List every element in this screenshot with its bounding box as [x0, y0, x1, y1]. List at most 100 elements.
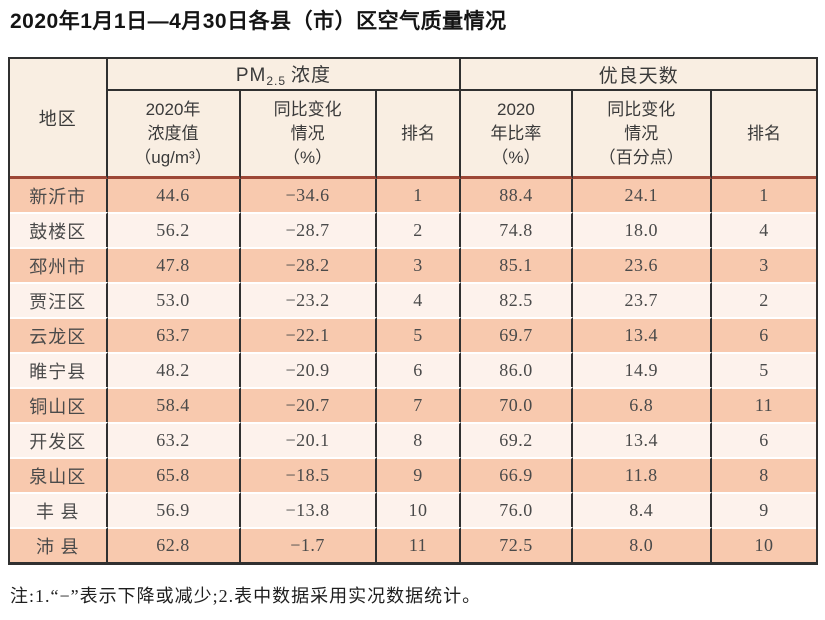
- table-row: 泉山区 65.8 −18.5 9 66.9 11.8 8: [10, 457, 816, 493]
- column-header-pm-rank: 排名: [376, 91, 462, 180]
- column-header-pm-value: 2020年 浓度值 （ug/m³）: [107, 91, 241, 180]
- table-row: 新沂市 44.6 −34.6 1 88.4 24.1 1: [10, 179, 816, 213]
- table-row: 丰 县 56.9 −13.8 10 76.0 8.4 9: [10, 492, 816, 528]
- cell-pm-rank: 2: [376, 212, 462, 248]
- column-header-pm-change: 同比变化 情况 （%）: [240, 91, 377, 180]
- cell-pm-change: −23.2: [240, 282, 377, 318]
- cell-pm-change: −28.2: [240, 247, 377, 283]
- cell-days-rank: 6: [711, 422, 816, 458]
- cell-pm-rank: 6: [376, 352, 462, 388]
- cell-pm-value: 48.2: [107, 352, 241, 388]
- cell-days-rank: 2: [711, 282, 816, 318]
- cell-pm-value: 53.0: [107, 282, 241, 318]
- cell-pm-value: 44.6: [107, 179, 241, 213]
- cell-days-change: 18.0: [572, 212, 712, 248]
- page-title: 2020年1月1日—4月30日各县（市）区空气质量情况: [10, 10, 507, 33]
- cell-pm-value: 47.8: [107, 247, 241, 283]
- air-quality-table: 地区 PM2.5 浓度 优良天数 2020年 浓度值 （ug/m³） 同比变化 情…: [8, 57, 818, 566]
- cell-days-rank: 11: [711, 387, 816, 423]
- cell-days-change: 8.4: [572, 492, 712, 528]
- cell-pm-value: 58.4: [107, 387, 241, 423]
- table-row: 邳州市 47.8 −28.2 3 85.1 23.6 3: [10, 247, 816, 283]
- cell-days-rate: 85.1: [461, 247, 573, 283]
- cell-days-rank: 10: [711, 527, 816, 563]
- cell-region: 邳州市: [10, 247, 108, 283]
- cell-pm-change: −20.1: [240, 422, 377, 458]
- cell-pm-value: 56.9: [107, 492, 241, 528]
- cell-days-change: 23.7: [572, 282, 712, 318]
- cell-days-rank: 3: [711, 247, 816, 283]
- column-group-good-days: 优良天数: [461, 59, 816, 91]
- cell-pm-value: 63.7: [107, 317, 241, 353]
- cell-pm-rank: 4: [376, 282, 462, 318]
- cell-pm-change: −1.7: [240, 527, 377, 563]
- cell-days-change: 6.8: [572, 387, 712, 423]
- cell-days-rank: 1: [711, 179, 816, 213]
- cell-pm-rank: 9: [376, 457, 462, 493]
- table-body: 新沂市 44.6 −34.6 1 88.4 24.1 1 鼓楼区 56.2 −2…: [10, 179, 816, 563]
- cell-days-change: 23.6: [572, 247, 712, 283]
- cell-region: 睢宁县: [10, 352, 108, 388]
- cell-pm-rank: 1: [376, 179, 462, 213]
- table-row: 开发区 63.2 −20.1 8 69.2 13.4 6: [10, 422, 816, 458]
- cell-region: 泉山区: [10, 457, 108, 493]
- cell-region: 贾汪区: [10, 282, 108, 318]
- cell-days-change: 24.1: [572, 179, 712, 213]
- cell-pm-value: 65.8: [107, 457, 241, 493]
- cell-days-rate: 69.7: [461, 317, 573, 353]
- cell-days-rate: 74.8: [461, 212, 573, 248]
- cell-region: 丰 县: [10, 492, 108, 528]
- table-row: 睢宁县 48.2 −20.9 6 86.0 14.9 5: [10, 352, 816, 388]
- header-sub-row: 2020年 浓度值 （ug/m³） 同比变化 情况 （%） 排名 2020 年比…: [10, 91, 816, 180]
- cell-pm-change: −20.9: [240, 352, 377, 388]
- cell-days-change: 8.0: [572, 527, 712, 563]
- table-row: 鼓楼区 56.2 −28.7 2 74.8 18.0 4: [10, 212, 816, 248]
- cell-days-rank: 4: [711, 212, 816, 248]
- cell-days-rate: 70.0: [461, 387, 573, 423]
- cell-pm-value: 56.2: [107, 212, 241, 248]
- cell-pm-change: −22.1: [240, 317, 377, 353]
- cell-days-rank: 5: [711, 352, 816, 388]
- cell-days-rate: 86.0: [461, 352, 573, 388]
- cell-pm-rank: 10: [376, 492, 462, 528]
- cell-pm-rank: 7: [376, 387, 462, 423]
- column-header-days-change: 同比变化 情况 （百分点）: [572, 91, 712, 180]
- table-row: 云龙区 63.7 −22.1 5 69.7 13.4 6: [10, 317, 816, 353]
- cell-days-change: 14.9: [572, 352, 712, 388]
- cell-days-rate: 72.5: [461, 527, 573, 563]
- cell-region: 鼓楼区: [10, 212, 108, 248]
- cell-days-rate: 88.4: [461, 179, 573, 213]
- cell-days-rank: 6: [711, 317, 816, 353]
- column-header-days-rate: 2020 年比率 （%）: [461, 91, 573, 180]
- footnote: 注:1.“−”表示下降或减少;2.表中数据采用实况数据统计。: [10, 586, 482, 607]
- cell-days-rank: 8: [711, 457, 816, 493]
- column-group-pm25: PM2.5 浓度: [107, 59, 462, 91]
- cell-pm-value: 63.2: [107, 422, 241, 458]
- cell-pm-rank: 8: [376, 422, 462, 458]
- cell-days-rate: 76.0: [461, 492, 573, 528]
- cell-days-change: 11.8: [572, 457, 712, 493]
- cell-days-rank: 9: [711, 492, 816, 528]
- cell-region: 沛 县: [10, 527, 108, 563]
- cell-pm-value: 62.8: [107, 527, 241, 563]
- cell-region: 新沂市: [10, 179, 108, 213]
- cell-days-change: 13.4: [572, 317, 712, 353]
- cell-pm-change: −18.5: [240, 457, 377, 493]
- header-group-row: 地区 PM2.5 浓度 优良天数: [10, 59, 816, 180]
- cell-pm-change: −28.7: [240, 212, 377, 248]
- column-header-days-rank: 排名: [711, 91, 816, 180]
- cell-days-change: 13.4: [572, 422, 712, 458]
- cell-region: 云龙区: [10, 317, 108, 353]
- pm25-label-subscript: 2.5: [266, 74, 286, 88]
- cell-days-rate: 66.9: [461, 457, 573, 493]
- cell-pm-rank: 3: [376, 247, 462, 283]
- table-header: 地区 PM2.5 浓度 优良天数 2020年 浓度值 （ug/m³） 同比变化 情…: [10, 59, 816, 180]
- column-header-region: 地区: [10, 59, 108, 180]
- pm25-label-suffix: 浓度: [291, 65, 332, 86]
- cell-pm-change: −13.8: [240, 492, 377, 528]
- cell-pm-rank: 11: [376, 527, 462, 563]
- cell-days-rate: 69.2: [461, 422, 573, 458]
- cell-pm-change: −34.6: [240, 179, 377, 213]
- cell-region: 开发区: [10, 422, 108, 458]
